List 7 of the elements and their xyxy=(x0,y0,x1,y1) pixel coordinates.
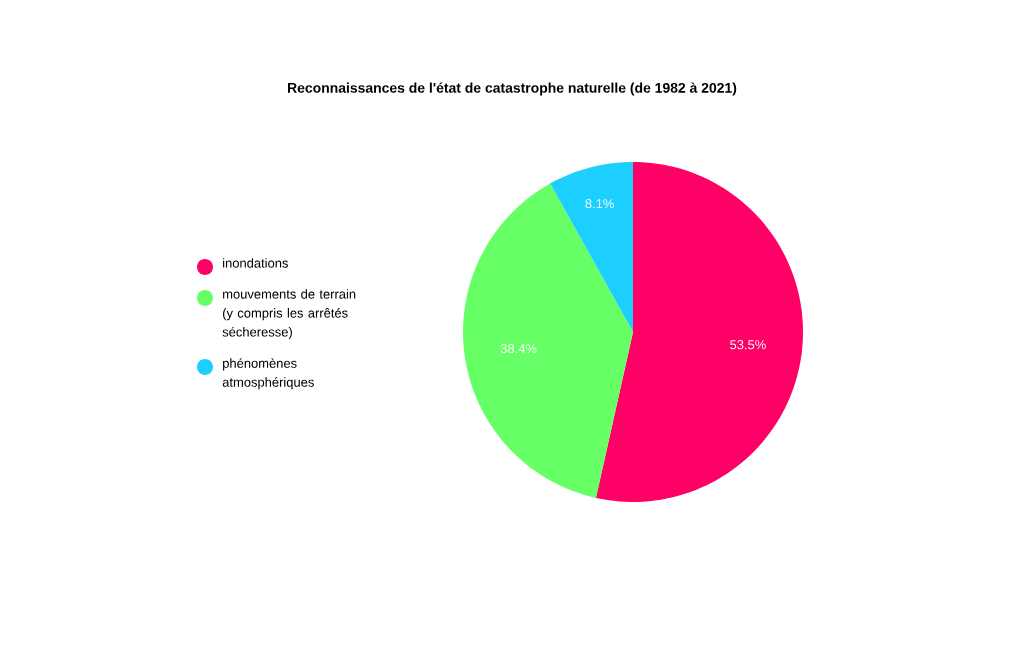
legend-label: phénomènes atmosphériques xyxy=(222,358,314,390)
legend-label: mouvements de terrain (y compris les arrêtés sécheresse) xyxy=(222,289,356,340)
legend-label: inondations xyxy=(223,258,288,268)
chart-title: Reconnaissances de l'état de catastrophe naturelle (de 1982 à 2021) xyxy=(288,82,737,96)
data-label: 8.1% xyxy=(585,199,614,209)
data-label: 53.5% xyxy=(730,340,766,350)
data-label: 38.4% xyxy=(500,344,537,354)
